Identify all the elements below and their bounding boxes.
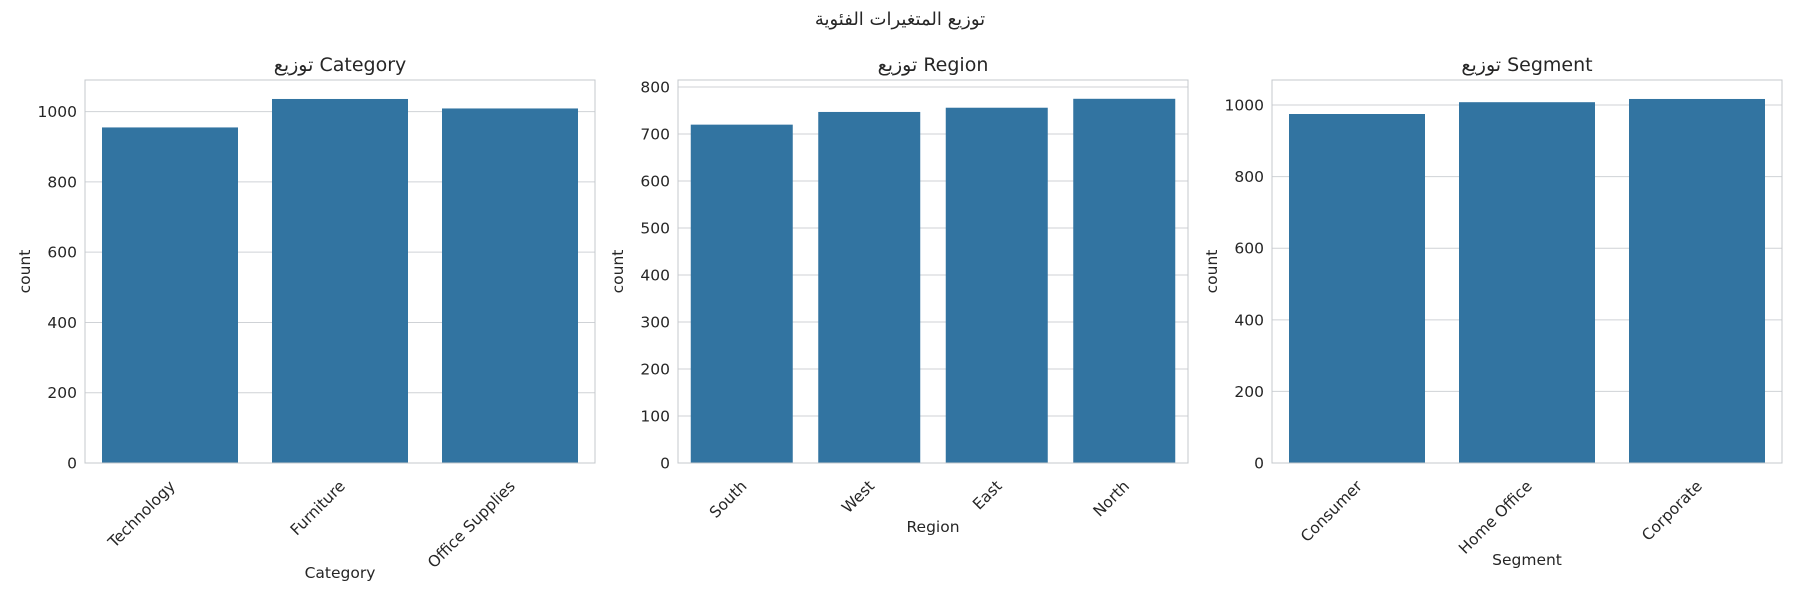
y-tick-label: 400 [1234, 311, 1264, 329]
y-tick-label: 1000 [1225, 97, 1264, 115]
plot-frame [677, 79, 1189, 464]
bar-north [1073, 98, 1176, 463]
y-tick-label: 0 [67, 455, 77, 473]
y-tick-label: 400 [47, 314, 77, 332]
figure-suptitle: توزيع المتغيرات الفئوية [815, 9, 985, 30]
plot-frame [84, 79, 596, 464]
y-tick-label: 0 [660, 455, 670, 473]
x-tick-label: Office Supplies [424, 477, 519, 572]
x-tick-label: West [838, 477, 878, 517]
y-tick-label: 200 [1234, 383, 1264, 401]
y-tick-label: 600 [47, 244, 77, 262]
x-tick-label: Corporate [1638, 477, 1706, 545]
y-tick-label: 800 [47, 173, 77, 191]
y-tick-label: 800 [640, 79, 670, 97]
y-tick-label: 200 [640, 361, 670, 379]
y-axis-label: count [16, 250, 34, 294]
x-tick-label: Furniture [287, 477, 349, 539]
chart-title: توزيع Region [878, 54, 989, 76]
y-tick-label: 700 [640, 126, 670, 144]
y-tick-label: 300 [640, 314, 670, 332]
chart-panel-category: 0 200 400 600 800 1000 Technology Furniture Offi… [16, 54, 596, 582]
y-tick-label: 200 [47, 384, 77, 402]
y-tick-label: 100 [640, 408, 670, 426]
bar-consumer [1289, 114, 1425, 463]
y-tick-label: 0 [1254, 455, 1264, 473]
y-tick-label: 1000 [38, 103, 77, 121]
x-tick-label: Technology [104, 477, 179, 552]
x-tick-label: Consumer [1297, 477, 1366, 546]
y-tick-label: 800 [1234, 168, 1264, 186]
chart-panel-segment: 0 200 400 600 800 1000 Consumer Home Office Corp… [1203, 54, 1783, 569]
bar-home-office [1459, 102, 1595, 464]
x-tick-label: North [1090, 477, 1133, 520]
bar-west [818, 111, 921, 464]
y-tick-label: 400 [640, 267, 670, 285]
x-tick-label: East [969, 477, 1005, 513]
bar-corporate [1629, 98, 1765, 463]
x-tick-label: South [706, 477, 751, 522]
x-tick-label: Home Office [1455, 477, 1536, 558]
y-tick-label: 600 [640, 173, 670, 191]
bar-east [945, 107, 1048, 463]
y-axis-label: count [609, 250, 627, 294]
bar-office-supplies [442, 108, 578, 463]
y-tick-label: 500 [640, 220, 670, 238]
y-axis-label: count [1203, 250, 1221, 294]
chart-title: توزيع Segment [1461, 54, 1592, 76]
bar-technology [102, 127, 238, 463]
chart-panel-region: 0 100 200 300 400 500 600 700 800 South West East No… [609, 54, 1189, 536]
bar-furniture [272, 98, 408, 464]
bar-south [690, 124, 793, 464]
x-axis-label: Category [305, 564, 376, 582]
y-tick-label: 600 [1234, 240, 1264, 258]
plot-frame [1271, 79, 1783, 464]
x-axis-label: Region [906, 518, 959, 536]
chart-title: توزيع Category [274, 54, 407, 76]
x-axis-label: Segment [1492, 551, 1562, 569]
